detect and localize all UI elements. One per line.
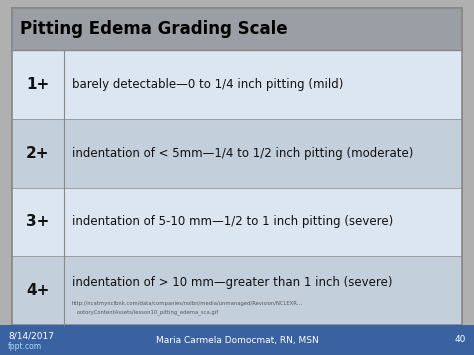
Text: 40: 40: [455, 335, 466, 344]
FancyBboxPatch shape: [12, 8, 462, 50]
Text: Pitting Edema Grading Scale: Pitting Edema Grading Scale: [20, 20, 288, 38]
FancyBboxPatch shape: [12, 119, 462, 187]
FancyBboxPatch shape: [12, 8, 462, 325]
FancyBboxPatch shape: [12, 187, 462, 256]
FancyBboxPatch shape: [12, 256, 462, 325]
Text: fppt.com: fppt.com: [8, 342, 42, 351]
Text: 4+: 4+: [26, 283, 50, 298]
FancyBboxPatch shape: [12, 50, 462, 119]
Text: http://ncatmynclbnk.com/data/companies/nolbn/media/unmanaged/Revision/NCLEXR…: http://ncatmynclbnk.com/data/companies/n…: [72, 300, 303, 306]
Text: Maria Carmela Domocmat, RN, MSN: Maria Carmela Domocmat, RN, MSN: [155, 335, 319, 344]
Text: barely detectable—0 to 1/4 inch pitting (mild): barely detectable—0 to 1/4 inch pitting …: [72, 78, 343, 91]
Text: indentation of < 5mm—1/4 to 1/2 inch pitting (moderate): indentation of < 5mm—1/4 to 1/2 inch pit…: [72, 147, 413, 160]
FancyBboxPatch shape: [0, 325, 474, 355]
Text: indentation of 5-10 mm—1/2 to 1 inch pitting (severe): indentation of 5-10 mm—1/2 to 1 inch pit…: [72, 215, 393, 228]
Text: 1+: 1+: [26, 77, 49, 92]
Text: 8/14/2017: 8/14/2017: [8, 332, 54, 341]
Text: indentation of > 10 mm—greater than 1 inch (severe): indentation of > 10 mm—greater than 1 in…: [72, 276, 392, 289]
Text: ootoryContentAssets/lesson10_pitting_edema_sca.gif: ootoryContentAssets/lesson10_pitting_ede…: [72, 310, 218, 316]
Text: 2+: 2+: [26, 146, 50, 160]
Text: 3+: 3+: [26, 214, 50, 229]
